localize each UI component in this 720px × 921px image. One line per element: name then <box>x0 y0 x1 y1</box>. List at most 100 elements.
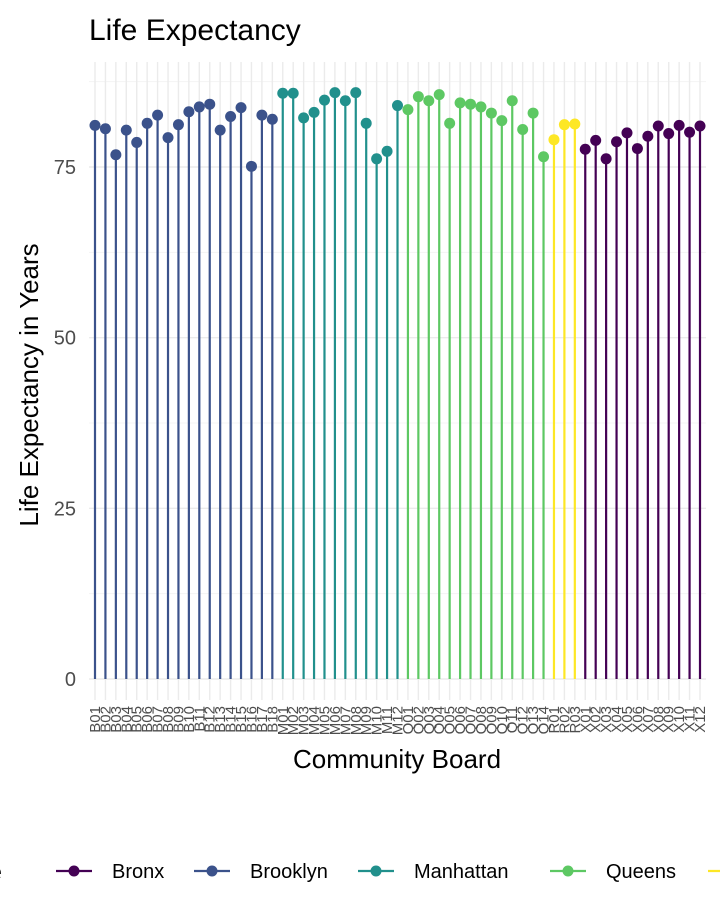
lollipop-dot <box>204 98 216 110</box>
x-tick-label: B04 <box>118 706 135 733</box>
lollipop-dot <box>256 109 268 121</box>
x-tick-label: B01 <box>87 706 104 733</box>
lollipop-dots <box>89 87 706 172</box>
lollipop-dot <box>225 110 237 122</box>
x-tick-label: Q12 <box>515 706 532 734</box>
x-tick-label: Q08 <box>473 706 490 734</box>
x-tick-label: X06 <box>629 706 646 733</box>
legend-title: me <box>0 859 2 886</box>
lollipop-dot <box>485 107 497 119</box>
lollipop-dot <box>89 119 101 131</box>
lollipop-dot <box>611 136 623 148</box>
legend-item <box>708 869 720 873</box>
lollipop-dot <box>350 87 362 99</box>
x-tick-label: M01 <box>275 706 292 735</box>
x-tick-label: M12 <box>390 706 407 735</box>
lollipop-dot <box>475 101 487 113</box>
lollipop-dot <box>590 134 602 146</box>
legend-label: Bronx <box>112 861 164 883</box>
x-tick-label: Q10 <box>494 706 511 734</box>
lollipop-dot <box>642 130 654 142</box>
x-tick-label: Q11 <box>504 706 521 733</box>
x-tick-label: M07 <box>337 706 354 735</box>
x-tick-label: B09 <box>170 706 187 733</box>
x-tick-label: M04 <box>306 706 323 735</box>
x-tick-label: M09 <box>358 706 375 735</box>
lollipop-dot <box>402 104 414 116</box>
legend-item: Brooklyn <box>194 861 328 883</box>
x-axis-ticks: B01B02B03B04B05B06B07B08B09B10B11B12B13B… <box>87 706 709 735</box>
legend-item: Bronx <box>56 861 164 883</box>
lollipop-dot <box>277 87 289 99</box>
lollipop-dot <box>433 89 445 101</box>
lollipop-dot <box>548 134 560 146</box>
lollipop-dot <box>381 145 393 157</box>
x-tick-label: Q01 <box>400 706 417 734</box>
legend-label: Manhattan <box>414 861 509 883</box>
x-tick-label: B12 <box>202 706 219 733</box>
lollipop-dot <box>360 117 372 129</box>
x-tick-label: M03 <box>296 706 313 735</box>
lollipop-dot <box>287 87 299 99</box>
lollipop-dot <box>631 143 643 155</box>
lollipop-dot <box>329 87 341 99</box>
legend-item: Queens <box>550 861 676 883</box>
x-tick-label: Q14 <box>536 706 553 734</box>
x-tick-label: X02 <box>588 706 605 733</box>
lollipop-stems <box>93 92 702 679</box>
x-tick-label: R02 <box>556 706 573 734</box>
x-axis-title: Community Board <box>293 744 501 774</box>
lollipop-dot <box>339 95 351 107</box>
x-tick-label: Q09 <box>483 706 500 734</box>
lollipop-dot <box>214 124 226 136</box>
lollipop-dot <box>298 112 310 124</box>
x-tick-label: B14 <box>223 706 240 733</box>
lollipop-dot <box>684 126 696 138</box>
chart-title: Life Expectancy <box>89 14 301 47</box>
x-tick-label: Q05 <box>442 706 459 734</box>
x-tick-label: B10 <box>181 706 198 733</box>
lollipop-dot <box>120 124 132 136</box>
lollipop-dot <box>162 132 174 144</box>
x-tick-label: B15 <box>233 706 250 733</box>
lollipop-dot <box>152 109 164 121</box>
x-tick-label: M11 <box>379 706 396 734</box>
x-tick-label: B05 <box>129 706 146 733</box>
x-tick-label: B02 <box>97 706 114 733</box>
x-tick-label: B11 <box>191 706 208 732</box>
lollipop-dot <box>506 95 518 107</box>
lollipop-dot <box>579 143 591 155</box>
lollipop-dot <box>663 128 675 140</box>
lollipop-dot <box>183 106 195 118</box>
x-tick-label: B03 <box>108 706 125 733</box>
legend-label: Brooklyn <box>250 861 328 883</box>
x-tick-label: X09 <box>661 706 678 733</box>
lollipop-dot <box>141 117 153 129</box>
x-tick-label: B13 <box>212 706 229 733</box>
lollipop-dot <box>172 119 184 131</box>
lollipop-dot <box>131 136 143 148</box>
x-tick-label: B17 <box>254 706 271 733</box>
legend-key-dot <box>370 865 382 877</box>
x-tick-label: X10 <box>671 706 688 733</box>
lollipop-dot <box>621 127 633 139</box>
lollipop-dot <box>371 153 383 165</box>
legend-label: Queens <box>606 861 676 883</box>
lollipop-dot <box>235 102 247 114</box>
x-tick-label: X04 <box>609 706 626 733</box>
lollipop-dot <box>538 151 550 163</box>
legend-key-dot <box>68 865 80 877</box>
lollipop-dot <box>245 160 257 172</box>
lollipop-dot <box>558 119 570 131</box>
lollipop-dot <box>423 95 435 107</box>
x-tick-label: Q02 <box>410 706 427 734</box>
x-tick-label: X01 <box>577 706 594 733</box>
x-tick-label: R03 <box>567 706 584 734</box>
y-tick-label: 25 <box>54 498 76 520</box>
x-tick-label: B16 <box>243 706 260 733</box>
x-tick-label: X05 <box>619 706 636 733</box>
lollipop-dot <box>412 91 424 103</box>
lollipop-dot <box>308 106 320 118</box>
x-tick-label: Q03 <box>421 706 438 734</box>
